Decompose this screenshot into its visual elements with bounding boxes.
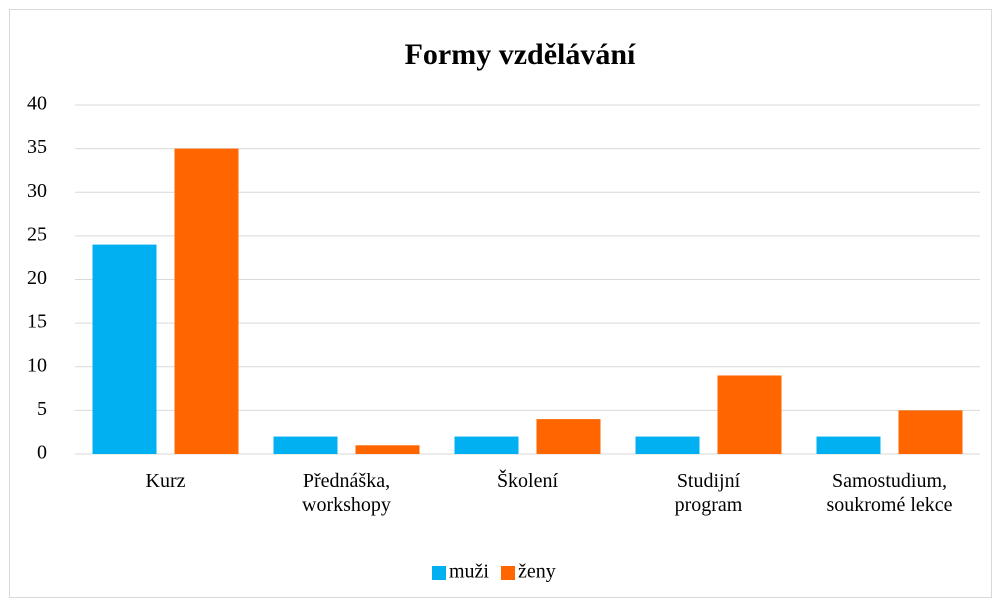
bar xyxy=(454,436,519,454)
bar xyxy=(273,436,338,454)
y-tick-label: 30 xyxy=(27,180,47,202)
legend-swatch xyxy=(432,566,446,580)
bar xyxy=(635,436,700,454)
y-tick-label: 10 xyxy=(27,354,47,376)
bar xyxy=(174,148,239,454)
bar xyxy=(355,445,420,454)
x-tick-label: Kurz xyxy=(145,470,186,492)
chart-title: Formy vzdělávání xyxy=(405,38,636,71)
y-tick-label: 0 xyxy=(37,442,47,464)
y-tick-label: 15 xyxy=(27,311,47,333)
y-tick-label: 35 xyxy=(27,136,47,158)
legend-label: ženy xyxy=(518,561,556,583)
bar xyxy=(92,244,157,454)
bar xyxy=(717,375,782,454)
y-tick-label: 20 xyxy=(27,267,47,289)
chart-border xyxy=(9,9,992,598)
x-tick-label: Přednáška, workshopy xyxy=(302,470,391,516)
x-tick-label: Samostudium, soukromé lekce xyxy=(826,470,953,516)
legend-label: muži xyxy=(449,561,489,583)
y-tick-label: 40 xyxy=(27,93,47,115)
x-tick-label: Školení xyxy=(496,470,559,492)
legend-swatch xyxy=(501,566,515,580)
y-tick-label: 25 xyxy=(27,223,47,245)
bar xyxy=(536,419,601,454)
bar xyxy=(898,410,963,454)
y-tick-label: 5 xyxy=(37,398,47,420)
bar xyxy=(816,436,881,454)
x-tick-label: Studijní program xyxy=(674,470,743,516)
